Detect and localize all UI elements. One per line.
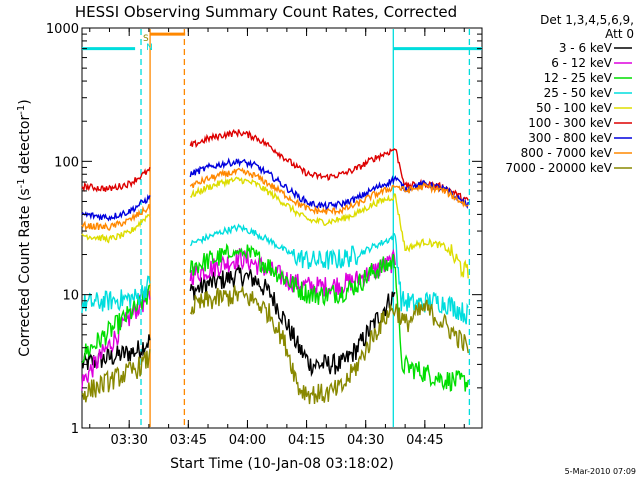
x-tick-label-1: 03:45 xyxy=(170,433,207,448)
x-axis-title: Start Time (10-Jan-08 03:18:02) xyxy=(170,456,394,472)
y-tick-label-1: 10 xyxy=(62,289,79,304)
legend-label-0: 3 - 6 keV xyxy=(559,41,613,55)
legend-label-6: 300 - 800 keV xyxy=(528,131,612,145)
legend-label-5: 100 - 300 keV xyxy=(528,116,612,130)
series-line-3 xyxy=(81,223,469,325)
legend-label-8: 7000 - 20000 keV xyxy=(505,161,612,175)
series-line-4 xyxy=(81,176,469,279)
y-tick-label-3: 1000 xyxy=(46,22,79,37)
y-axis: 1 10 100 1000 xyxy=(46,22,482,437)
chart-title: HESSI Observing Summary Count Rates, Cor… xyxy=(75,3,457,21)
series-line-1 xyxy=(81,248,396,391)
series-line-7 xyxy=(81,167,469,232)
x-tick-label-2: 04:00 xyxy=(229,433,266,448)
legend-header-detectors: Det 1,3,4,5,6,9, xyxy=(540,13,634,27)
series-line-8 xyxy=(81,285,469,405)
y-tick-label-0: 1 xyxy=(71,422,79,437)
y-axis-title: Corrected Count Rate (s-1 detector-1) xyxy=(16,99,33,356)
flag-label-s: S xyxy=(143,34,149,44)
x-tick-label-0: 03:30 xyxy=(110,433,147,448)
legend-label-3: 25 - 50 keV xyxy=(544,86,613,100)
x-tick-label-3: 04:15 xyxy=(288,433,325,448)
legend-label-1: 6 - 12 keV xyxy=(551,56,613,70)
x-tick-label-4: 04:30 xyxy=(347,433,384,448)
flag-label-n: N xyxy=(146,43,153,53)
legend-label-4: 50 - 100 keV xyxy=(536,101,613,115)
legend-label-2: 12 - 25 keV xyxy=(544,71,613,85)
plot-frame xyxy=(81,27,483,429)
legend-header-attenuator: Att 0 xyxy=(605,27,634,41)
legend-label-7: 800 - 7000 keV xyxy=(521,146,613,160)
plot-area: SN xyxy=(81,27,483,429)
x-axis: 03:30 03:45 04:00 04:15 04:30 04:45 xyxy=(89,28,465,448)
footer-timestamp: 5-Mar-2010 07:09 xyxy=(565,467,636,476)
y-tick-label-2: 100 xyxy=(54,155,79,170)
x-tick-label-5: 04:45 xyxy=(406,433,443,448)
